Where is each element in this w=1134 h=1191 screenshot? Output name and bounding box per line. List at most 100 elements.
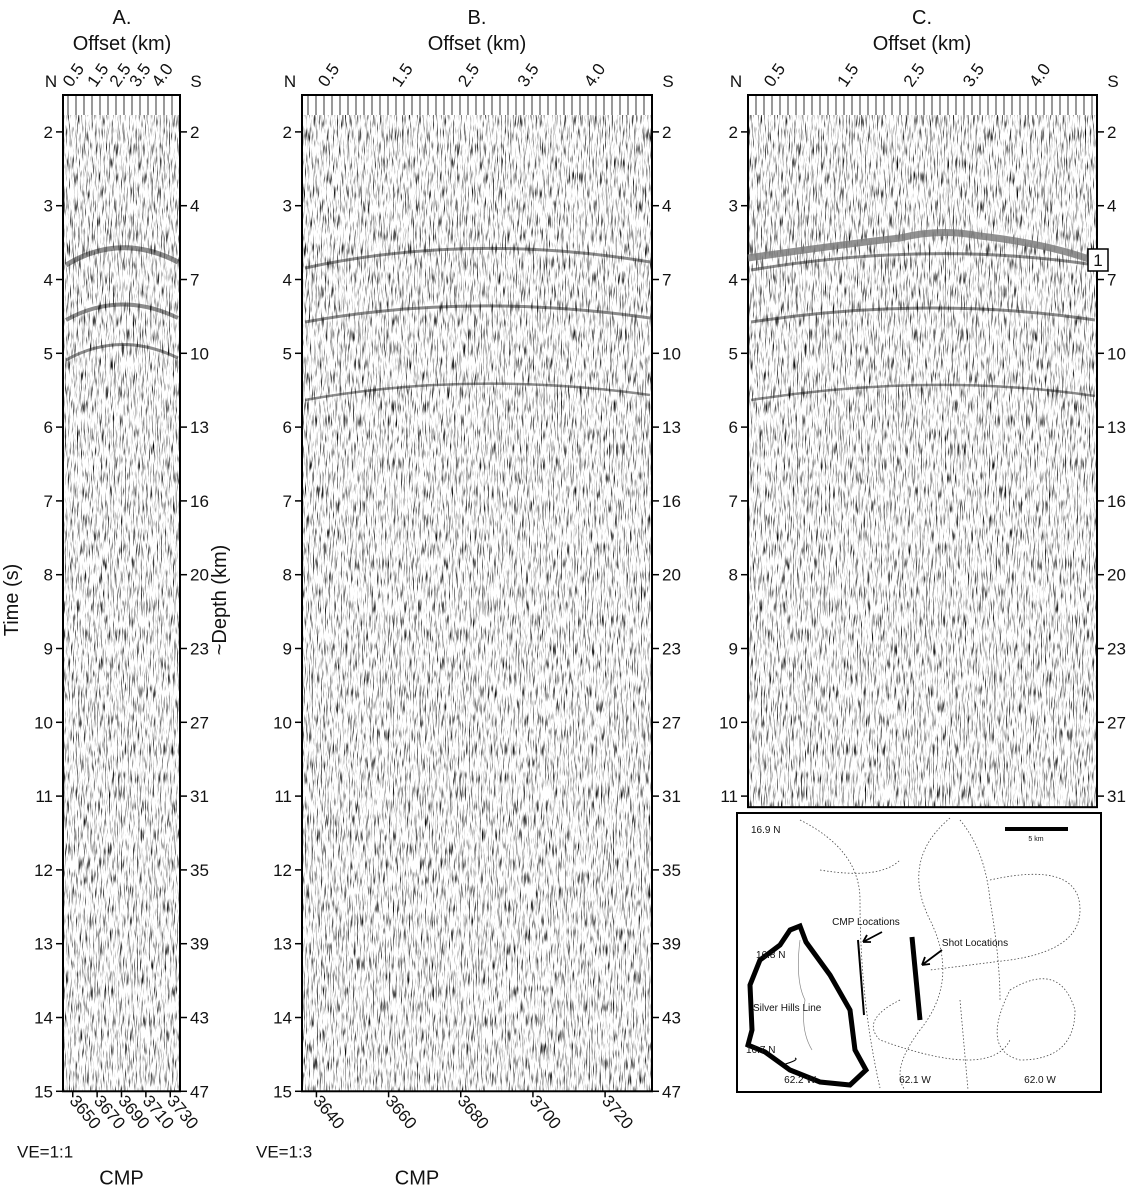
y-tick-label: 6: [283, 418, 292, 437]
map-line-label: Silver Hills Line: [753, 1003, 822, 1014]
y-tick-label: 7: [44, 492, 53, 511]
offset-label: 1.5: [833, 60, 862, 90]
y-tick-label: 9: [729, 640, 738, 659]
y-tick-label: 13: [34, 935, 53, 954]
cmp-tick-label: 3680: [454, 1092, 493, 1133]
cmp-tick-label: 3700: [526, 1092, 565, 1133]
trace-marks: [748, 95, 1097, 115]
y-tick-label: 12: [273, 861, 292, 880]
time-axis-title: Time (s): [1, 564, 23, 637]
map-lon: 62.2 W: [784, 1075, 816, 1086]
panel-label: A.: [113, 7, 132, 29]
depth-tick-label: 7: [190, 271, 199, 290]
depth-tick-label: 2: [190, 123, 199, 142]
south-label: S: [190, 72, 201, 91]
depth-tick-label: 10: [1107, 344, 1126, 363]
map-cmp-label: CMP Locations: [832, 917, 900, 928]
y-tick-label: 3: [44, 197, 53, 216]
seismic-section: [63, 115, 180, 1091]
map: 5 km 16.9 N 16.8 N 16.7 N 62.2 W 62.1 W …: [737, 813, 1101, 1092]
y-tick-label: 12: [34, 861, 53, 880]
depth-tick-label: 20: [1107, 566, 1126, 585]
panel-label: C.: [912, 7, 932, 29]
north-label: N: [730, 72, 742, 91]
y-tick-label: 7: [729, 492, 738, 511]
offset-title: Offset (km): [428, 33, 527, 55]
y-tick-label: 3: [283, 197, 292, 216]
y-tick-label: 2: [283, 123, 292, 142]
y-tick-label: 4: [729, 271, 738, 290]
south-label: S: [662, 72, 673, 91]
y-tick-label: 8: [729, 566, 738, 585]
offset-title: Offset (km): [873, 33, 972, 55]
y-tick-label: 13: [273, 935, 292, 954]
y-tick-label: 10: [34, 713, 53, 732]
depth-tick-label: 4: [190, 197, 199, 216]
y-tick-label: 15: [273, 1082, 292, 1101]
y-tick-label: 2: [729, 123, 738, 142]
depth-tick-label: 7: [662, 271, 671, 290]
north-label: N: [284, 72, 296, 91]
offset-label: 1.5: [388, 60, 417, 90]
y-tick-label: 5: [729, 344, 738, 363]
north-label: N: [45, 72, 57, 91]
depth-tick-label: 31: [1107, 787, 1126, 806]
offset-title: Offset (km): [73, 33, 172, 55]
depth-tick-label: 23: [662, 640, 681, 659]
depth-tick-label: 10: [662, 344, 681, 363]
trace-marks: [63, 95, 180, 115]
map-scale: 5 km: [1028, 836, 1043, 843]
cmp-tick-label: 3640: [309, 1092, 348, 1133]
offset-label: 4.0: [580, 60, 609, 90]
depth-tick-label: 13: [1107, 418, 1126, 437]
depth-tick-label: 39: [662, 935, 681, 954]
depth-tick-label: 35: [662, 861, 681, 880]
depth-tick-label: 27: [662, 713, 681, 732]
depth-tick-label: 31: [662, 787, 681, 806]
y-tick-label: 3: [729, 197, 738, 216]
y-tick-label: 4: [283, 271, 292, 290]
seismic-section: [302, 115, 652, 1091]
depth-tick-label: 13: [662, 418, 681, 437]
y-tick-label: 14: [34, 1009, 53, 1028]
depth-tick-label: 16: [662, 492, 681, 511]
y-tick-label: 11: [274, 787, 292, 806]
y-tick-label: 6: [729, 418, 738, 437]
horizon-label: 1: [1093, 251, 1102, 270]
depth-tick-label: 23: [190, 640, 209, 659]
page: {"time_title": "Time (s)", "depth_title"…: [0, 0, 1134, 1191]
offset-label: 0.5: [760, 60, 789, 90]
map-lon: 62.0 W: [1024, 1075, 1056, 1086]
y-tick-label: 8: [44, 566, 53, 585]
map-lat: 16.8 N: [756, 950, 785, 961]
depth-tick-label: 7: [1107, 271, 1116, 290]
depth-tick-label: 43: [662, 1009, 681, 1028]
cmp-title: CMP: [99, 1167, 143, 1189]
y-tick-label: 11: [35, 787, 53, 806]
y-tick-label: 11: [720, 787, 738, 806]
depth-tick-label: 31: [190, 787, 209, 806]
seismic-section: [748, 115, 1097, 807]
y-tick-label: 10: [273, 713, 292, 732]
depth-tick-label: 4: [662, 197, 671, 216]
depth-tick-label: 4: [1107, 197, 1116, 216]
offset-label: 3.5: [514, 60, 543, 90]
y-tick-label: 9: [44, 640, 53, 659]
depth-tick-label: 47: [662, 1082, 681, 1101]
y-tick-label: 8: [283, 566, 292, 585]
offset-label: 0.5: [59, 60, 88, 90]
map-lat: 16.7 N: [746, 1045, 775, 1056]
cmp-title: CMP: [395, 1167, 439, 1189]
depth-tick-label: 27: [1107, 713, 1126, 732]
depth-tick-label: 23: [1107, 640, 1126, 659]
offset-label: 4.0: [1025, 60, 1054, 90]
cmp-tick-label: 3660: [382, 1092, 421, 1133]
y-tick-label: 15: [34, 1082, 53, 1101]
trace-marks: [302, 95, 652, 115]
cmp-tick-label: 3720: [598, 1092, 637, 1133]
map-shot-label: Shot Locations: [942, 938, 1008, 949]
depth-tick-label: 2: [1107, 123, 1116, 142]
y-tick-label: 4: [44, 271, 53, 290]
depth-tick-label: 16: [1107, 492, 1126, 511]
depth-tick-label: 35: [190, 861, 209, 880]
